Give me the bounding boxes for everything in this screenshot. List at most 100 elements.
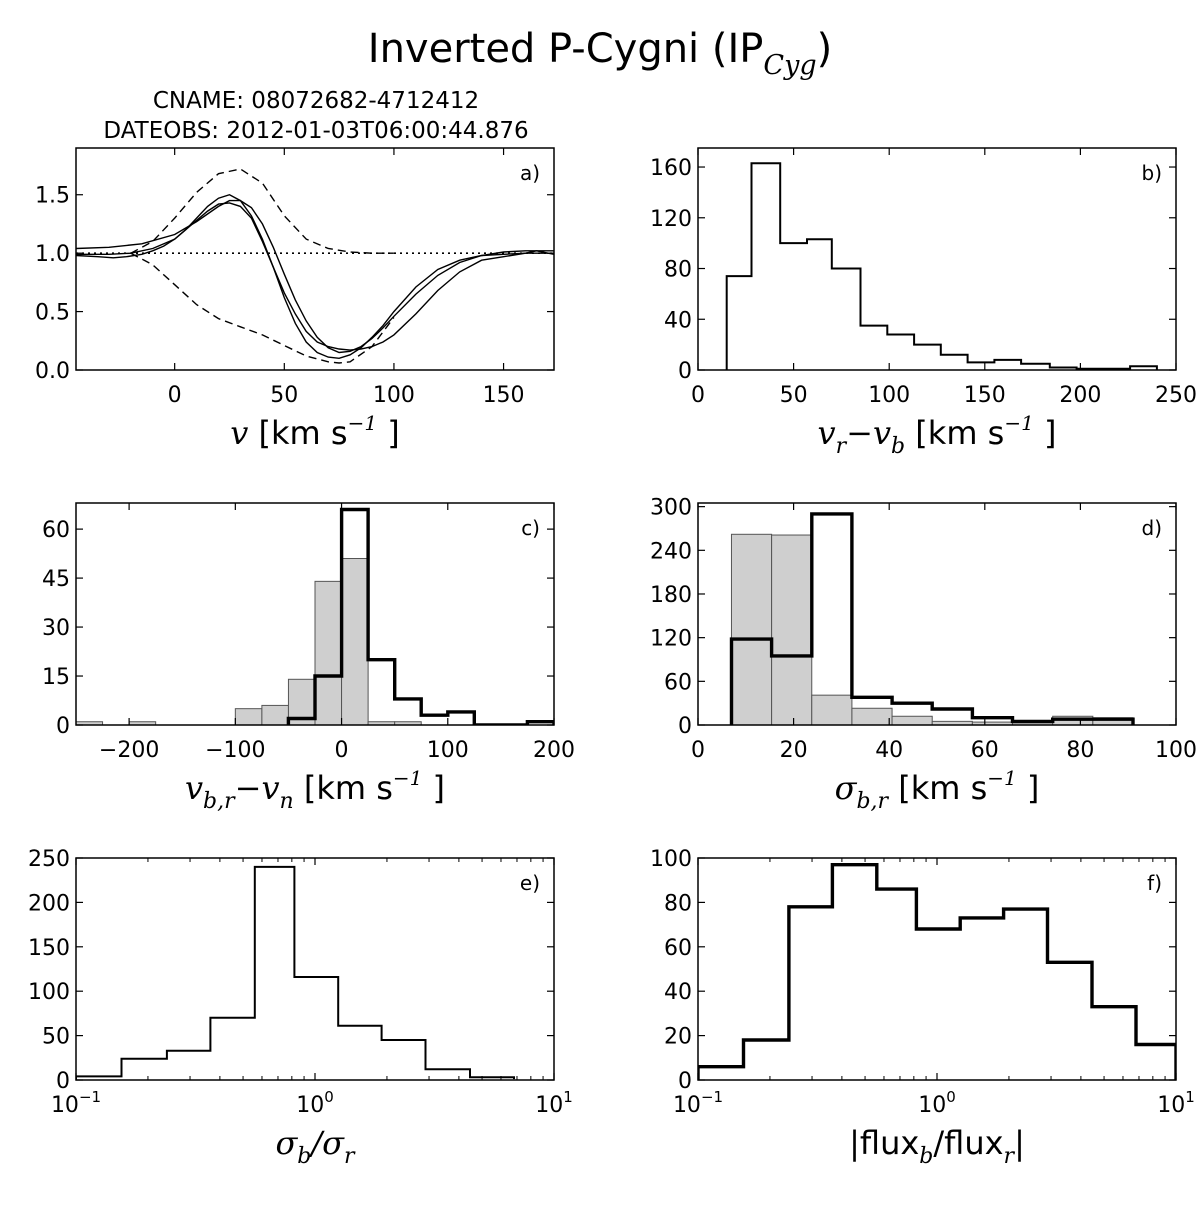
x-tick-label-a: 100 — [373, 383, 415, 408]
y-tick-label-d: 60 — [664, 670, 692, 695]
plot-area-d — [729, 512, 1135, 725]
y-tick-label-c: 60 — [42, 518, 70, 543]
x-tick-label-f: 100 — [918, 1088, 956, 1118]
x-tick-label-d: 80 — [1066, 738, 1094, 763]
bar-d-3 — [851, 707, 893, 725]
x-tick-label-a: 0 — [168, 383, 182, 408]
x-tick-label-d: 40 — [875, 738, 903, 763]
axes-frame-c — [75, 502, 555, 726]
y-tick-label-f: 60 — [664, 936, 692, 961]
ticks-f: 10−1 100 101 0 20 40 60 80 100 — [650, 847, 1195, 1118]
y-tick-label-c: 0 — [56, 714, 70, 739]
x-tick-label-f: 101 — [1157, 1088, 1195, 1118]
axes-frame-b — [697, 147, 1177, 371]
panel-label-c: c) — [521, 516, 540, 540]
ticks-a: 0 50 100 150 0.0 0.5 1.0 1.5 — [35, 148, 554, 408]
y-tick-label-d: 180 — [650, 583, 692, 608]
panel-label-f: f) — [1147, 871, 1162, 895]
y-tick-label-e: 200 — [28, 891, 70, 916]
figure-title: Inverted P-Cygni (IPCyg) — [368, 26, 832, 81]
y-tick-label-b: 160 — [650, 156, 692, 181]
y-tick-label-b: 80 — [664, 258, 692, 283]
panel-e: 10−1 100 101 0 50 100 150 200 250 e) σb/σr — [28, 847, 573, 1169]
y-tick-label-e: 0 — [56, 1069, 70, 1094]
y-tick-label-b: 0 — [678, 359, 692, 384]
plot-area-f — [698, 863, 1176, 1080]
x-tick-label-f: 10−1 — [673, 1088, 723, 1118]
x-tick-label-b: 50 — [780, 383, 808, 408]
bar-d-0 — [730, 533, 773, 725]
y-tick-label-e: 100 — [28, 980, 70, 1005]
ticks-e: 10−1 100 101 0 50 100 150 200 250 — [28, 847, 573, 1118]
y-tick-label-a: 1.5 — [35, 184, 70, 209]
x-tick-label-d: 20 — [780, 738, 808, 763]
bar-c-10 — [341, 558, 369, 725]
x-axis-label-a: v [km s−1 ] — [230, 411, 399, 452]
bar-d-2 — [811, 694, 853, 725]
x-axis-label-e: σb/σr — [275, 1124, 356, 1169]
x-tick-label-e: 100 — [296, 1088, 334, 1118]
panel-label-d: d) — [1142, 516, 1163, 540]
ticks-c: −200 −100 0 100 200 0 15 30 45 60 — [42, 503, 575, 763]
x-tick-label-b: 100 — [868, 383, 910, 408]
step-line-d — [729, 512, 1135, 725]
y-tick-label-e: 50 — [42, 1025, 70, 1050]
series-e-sigma-b-sigma-r — [76, 865, 515, 1080]
series-f--flux-b-flux-r- — [698, 863, 1176, 1080]
x-tick-label-b: 150 — [964, 383, 1006, 408]
x-tick-label-e: 101 — [535, 1088, 573, 1118]
panel-label-a: a) — [520, 161, 540, 185]
x-tick-label-b: 200 — [1059, 383, 1101, 408]
dateobs-label: DATEOBS: 2012-01-03T06:00:44.876 — [103, 118, 528, 144]
bar-c-9 — [314, 580, 343, 725]
y-tick-label-f: 0 — [678, 1069, 692, 1094]
series-a-fit — [76, 193, 554, 360]
plot-area-b — [725, 162, 1158, 370]
x-tick-label-b: 0 — [691, 383, 705, 408]
series-a-model — [76, 199, 554, 354]
y-tick-label-e: 250 — [28, 847, 70, 872]
panel-d: 0 20 40 60 80 100 0 60 120 180 240 300 d) σb,r [km s−… — [650, 496, 1197, 814]
step-line-c — [286, 507, 554, 725]
panel-c: −200 −100 0 100 200 0 15 30 45 60 c) vb,r−vn [km s−… — [42, 502, 575, 814]
series-d-red-component — [729, 512, 1135, 725]
series-a-observed — [76, 202, 554, 351]
cname-label: CNAME: 08072682-4712412 — [153, 88, 479, 114]
y-tick-label-c: 45 — [42, 567, 70, 592]
series-a-lower-envelope — [130, 252, 395, 364]
panel-b: 0 50 100 150 200 250 0 40 80 120 160 b) vr−vb [km s−… — [650, 147, 1197, 459]
y-tick-label-d: 0 — [678, 714, 692, 739]
step-line-f — [698, 863, 1176, 1080]
panel-a: 0 50 100 150 0.0 0.5 1.0 1.5 a) v [km s−1 ] — [35, 147, 555, 452]
x-tick-label-a: 150 — [483, 383, 525, 408]
x-axis-label-d: σb,r [km s−1 ] — [835, 766, 1040, 814]
series-b-v-r-v-b — [725, 162, 1158, 370]
x-tick-label-c: −100 — [205, 738, 265, 763]
panel-label-e: e) — [520, 871, 540, 895]
y-tick-label-a: 0.5 — [35, 301, 70, 326]
x-tick-label-c: −200 — [99, 738, 159, 763]
x-axis-label-b: vr−vb [km s−1 ] — [818, 411, 1057, 459]
axes-frame-a — [75, 147, 555, 371]
series-c-blue-component — [76, 558, 422, 725]
series-d-blue-component — [730, 533, 1134, 725]
panel-label-b: b) — [1142, 161, 1163, 185]
y-tick-label-a: 0.0 — [35, 359, 70, 384]
y-tick-label-f: 80 — [664, 891, 692, 916]
x-axis-label-c: vb,r−vn [km s−1 ] — [185, 766, 445, 814]
series-c-red-component — [286, 507, 554, 725]
y-tick-label-b: 40 — [664, 308, 692, 333]
x-tick-label-d: 100 — [1155, 738, 1197, 763]
y-tick-label-d: 300 — [650, 496, 692, 521]
x-tick-label-c: 100 — [427, 738, 469, 763]
y-tick-label-f: 40 — [664, 980, 692, 1005]
y-tick-label-b: 120 — [650, 207, 692, 232]
x-tick-label-e: 10−1 — [51, 1088, 101, 1118]
x-tick-label-c: 200 — [533, 738, 575, 763]
x-axis-label-f: |fluxb/fluxr| — [849, 1124, 1025, 1169]
y-tick-label-c: 15 — [42, 665, 70, 690]
plot-area-c — [76, 507, 554, 725]
y-tick-label-f: 20 — [664, 1025, 692, 1050]
x-tick-label-d: 0 — [691, 738, 705, 763]
